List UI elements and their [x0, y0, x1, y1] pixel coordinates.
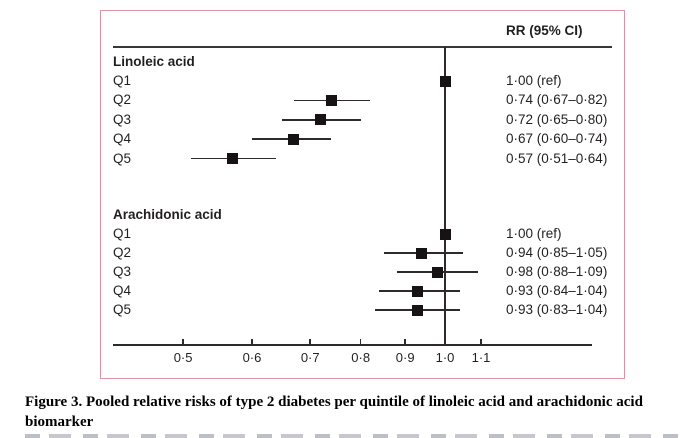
point-marker	[439, 75, 451, 87]
x-axis-tick	[251, 339, 253, 345]
point-marker	[416, 247, 428, 259]
row-label: Q3	[113, 111, 132, 127]
forest-plot-frame	[100, 10, 625, 379]
rr-ci-value: 0·93 (0·83–1·04)	[506, 302, 608, 317]
rr-ci-value: 0·72 (0·65–0·80)	[506, 111, 608, 127]
rr-ci-value: 0·67 (0·60–0·74)	[506, 131, 608, 147]
x-axis-tick	[182, 339, 184, 345]
x-axis-tick-label: 0·6	[242, 350, 262, 365]
row-label: Q2	[113, 245, 132, 260]
point-marker	[315, 114, 327, 126]
point-marker	[325, 94, 337, 106]
rr-ci-value: 0·93 (0·84–1·04)	[506, 283, 608, 298]
rr-ci-value: 0·57 (0·51–0·64)	[506, 150, 608, 166]
figure-caption: Figure 3. Pooled relative risks of type …	[25, 393, 695, 432]
point-marker	[412, 304, 424, 316]
point-marker	[288, 133, 300, 145]
point-marker	[431, 266, 443, 278]
rr-ci-value: 1·00 (ref)	[506, 73, 562, 88]
header-divider-line	[113, 46, 612, 48]
row-label: Q1	[113, 73, 132, 88]
rr-ci-value: 0·94 (0·85–1·05)	[506, 245, 608, 260]
point-marker	[227, 153, 239, 165]
row-label: Q3	[113, 264, 132, 279]
rr-ci-value: 0·74 (0·67–0·82)	[506, 92, 608, 108]
x-axis-tick-label: 0·9	[395, 350, 415, 365]
x-axis-tick	[359, 339, 362, 345]
x-axis-tick	[309, 339, 312, 345]
figure-caption-line1: Figure 3. Pooled relative risks of type …	[25, 394, 643, 410]
row-label: Q5	[113, 302, 132, 317]
cutoff-text-remnant	[25, 434, 680, 438]
rr-ci-value: 1·00 (ref)	[506, 226, 562, 241]
group-label: Arachidonic acid	[113, 207, 222, 222]
x-axis-tick	[480, 339, 482, 345]
x-axis-tick-label: 1·1	[471, 350, 491, 365]
x-axis-tick-label: 0·7	[300, 350, 320, 365]
group-label: Linoleic acid	[113, 54, 195, 69]
point-marker	[439, 228, 451, 240]
row-label: Q2	[113, 92, 132, 108]
row-label: Q5	[113, 150, 132, 166]
row-label: Q4	[113, 131, 132, 147]
x-axis-tick-label: 0·8	[351, 350, 371, 365]
rr-column-header: RR (95% CI)	[506, 23, 583, 38]
x-axis-tick-label: 1·0	[435, 350, 455, 365]
row-label: Q4	[113, 283, 132, 298]
x-axis-tick	[404, 339, 406, 345]
x-axis-line	[113, 344, 592, 346]
figure-caption-line2: biomarker	[25, 413, 94, 430]
x-axis-tick-label: 0·5	[173, 350, 193, 365]
reference-line	[444, 47, 446, 345]
x-axis-tick	[444, 339, 446, 345]
row-label: Q1	[113, 226, 132, 241]
point-marker	[412, 285, 424, 297]
rr-ci-value: 0·98 (0·88–1·09)	[506, 264, 608, 279]
